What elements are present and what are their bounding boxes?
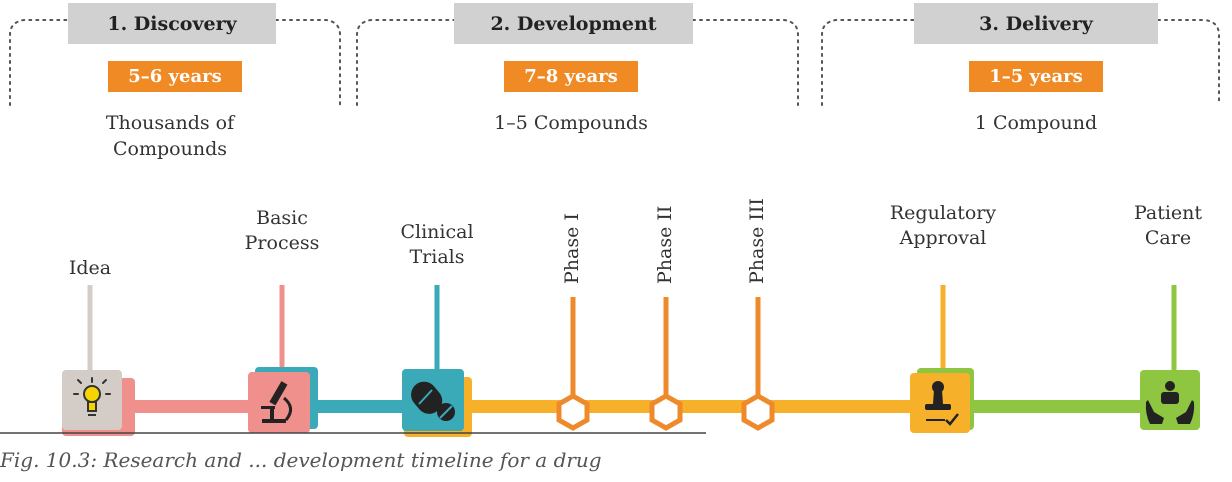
label-regulatory-approval: Regulatory Approval	[889, 202, 997, 249]
milestone-lines	[87, 285, 1177, 396]
bracket-delivery	[821, 19, 1220, 106]
stamp-icon	[910, 368, 974, 433]
bracket-development	[356, 19, 799, 106]
segment-pink	[120, 400, 280, 413]
stage-brackets	[9, 19, 1220, 106]
segment-green	[955, 400, 1185, 413]
label-patient-care: Patient Care	[1133, 202, 1203, 249]
label-phase-3: Phase III	[746, 198, 768, 284]
stage-title-development: 2. Development	[454, 3, 693, 44]
label-basic-process: Basic Process	[244, 207, 320, 254]
compounds-delivery: 1 Compound	[974, 112, 1098, 134]
label-clinical-trials: Clinical Trials	[400, 221, 474, 268]
phase-nodes	[556, 393, 775, 431]
compounds-development: 1–5 Compounds	[494, 112, 648, 134]
microscope-icon	[248, 367, 318, 433]
patient-care-icon	[1140, 370, 1200, 430]
segment-yellow	[440, 400, 940, 413]
years-badge-development: 7–8 years	[504, 61, 638, 92]
phase-3-node	[741, 393, 775, 431]
figure-caption: Fig. 10.3: Research and ... development …	[0, 448, 602, 472]
label-idea: Idea	[68, 257, 112, 279]
stage-title-delivery: 3. Delivery	[914, 3, 1158, 44]
lightbulb-icon	[62, 370, 135, 436]
phase-1-node	[556, 393, 590, 431]
phase-2-node	[649, 393, 683, 431]
bracket-discovery	[9, 19, 341, 106]
label-phase-2: Phase II	[654, 205, 676, 284]
years-badge-discovery: 5–6 years	[108, 61, 242, 92]
segment-teal	[300, 400, 418, 413]
compounds-discovery: Thousands of Compounds	[105, 112, 235, 160]
stage-title-discovery: 1. Discovery	[68, 3, 276, 44]
pills-icon	[402, 369, 472, 437]
years-badge-delivery: 1–5 years	[969, 61, 1103, 92]
label-phase-1: Phase I	[561, 213, 583, 284]
